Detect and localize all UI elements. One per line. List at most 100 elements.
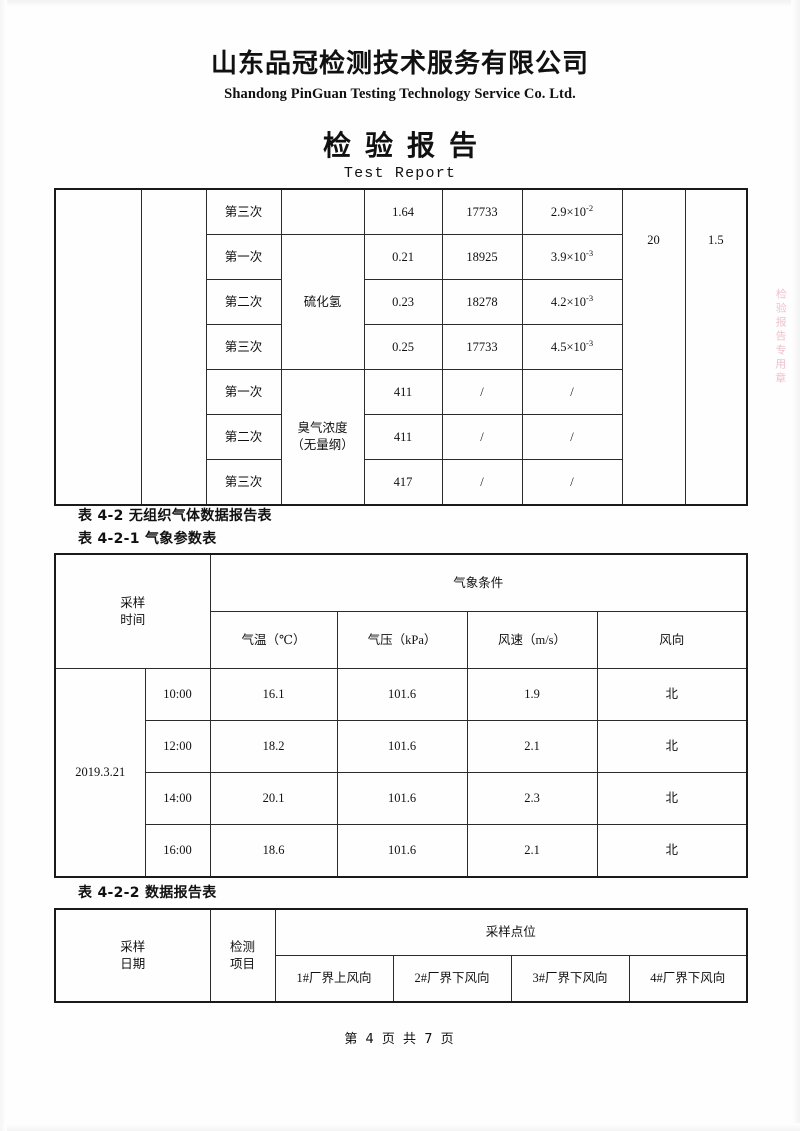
- emission-results-table: 第三次 1.64 17733 2.9×10-2 20 1.5 第一次 硫化氢 0…: [54, 188, 748, 506]
- caption-table-4-2: 表 4-2 无组织气体数据报告表: [78, 508, 272, 524]
- cell-wind-direction: 北: [596, 824, 748, 878]
- cell-flow: /: [441, 459, 523, 506]
- table-row: 16:00 18.6 101.6 2.1 北: [55, 824, 748, 878]
- cell-wind-speed: 2.3: [466, 772, 598, 825]
- cell-emission-rate: 4.2×10-3: [521, 279, 623, 325]
- cell-concentration: 417: [363, 459, 443, 506]
- header-sampling-date-line1: 采样: [120, 939, 146, 954]
- table-row: 第一次 硫化氢 0.21 18925 3.9×10-3: [55, 234, 747, 370]
- cell-temperature: 18.6: [209, 824, 338, 878]
- company-name-english: Shandong PinGuan Testing Technology Serv…: [224, 86, 576, 102]
- caption-table-4-2-2: 表 4-2-2 数据报告表: [78, 885, 217, 901]
- table-row: 第一次 臭气浓度 （无量纲） 411 / /: [55, 369, 747, 506]
- cell-pressure: 101.6: [336, 824, 468, 878]
- cell-sequence: 第三次: [205, 188, 282, 235]
- cell-pressure: 101.6: [336, 772, 468, 825]
- cell-flow: 18925: [441, 234, 523, 280]
- header-test-item-line1: 检测: [229, 939, 255, 954]
- cell-temperature: 16.1: [209, 668, 338, 721]
- cell-sampling-date: 2019.3.21: [54, 668, 146, 878]
- cell-emission-rate: /: [521, 369, 623, 415]
- cell-blank-a: [54, 188, 142, 506]
- table-header-row: 采样 日期 检测 项目 采样点位: [54, 908, 748, 1003]
- table-header-row: 采样 时间 气象条件: [54, 553, 748, 669]
- cell-wind-direction: 北: [596, 772, 748, 825]
- table-row: 第二次 411 / /: [55, 414, 747, 460]
- cell-item: [280, 188, 365, 235]
- header-point-2: 2#厂界下风向: [392, 955, 512, 1003]
- cell-sequence: 第一次: [205, 234, 282, 280]
- page-title-chinese: 检验报告: [322, 129, 491, 162]
- cell-wind-speed: 2.1: [466, 720, 598, 773]
- cell-concentration: 0.23: [363, 279, 443, 325]
- cell-emission-rate: 3.9×10-3: [521, 234, 623, 280]
- cell-item-odor-line2: （无量纲）: [291, 438, 354, 452]
- table-row: 2019.3.21 10:00 16.1 101.6 1.9 北: [54, 668, 748, 878]
- header-air-temperature: 气温（℃）: [209, 611, 338, 669]
- cell-wind-speed: 1.9: [466, 668, 598, 721]
- cell-sequence: 第三次: [205, 324, 282, 370]
- header-test-item: 检测 项目: [209, 908, 276, 1003]
- header-sampling-points: 采样点位: [274, 908, 748, 956]
- header-wind-direction: 风向: [596, 611, 748, 669]
- cell-wind-direction: 北: [596, 720, 748, 773]
- cell-sequence: 第一次: [205, 369, 282, 415]
- cell-flow: 17733: [441, 324, 523, 370]
- cell-flow: /: [441, 414, 523, 460]
- table-row: 第三次 417 / /: [55, 459, 747, 506]
- cell-emission-rate: /: [521, 459, 623, 506]
- page-number-footer: 第 4 页 共 7 页: [344, 1032, 456, 1047]
- header-point-4: 4#厂界下风向: [628, 955, 748, 1003]
- cell-flow: 18278: [441, 279, 523, 325]
- header-sampling-date-line2: 日期: [120, 956, 146, 971]
- table-row: 第二次 0.23 18278 4.2×10-3: [55, 279, 747, 325]
- cell-wind-speed: 2.1: [466, 824, 598, 878]
- cell-sequence: 第二次: [205, 414, 282, 460]
- cell-item-odor: 臭气浓度 （无量纲）: [280, 369, 365, 506]
- cell-sequence: 第二次: [205, 279, 282, 325]
- scan-edge-top: [0, 0, 800, 10]
- data-report-table: 采样 日期 检测 项目 采样点位 1#厂界上风向 2#厂界下风向 3#厂界下风向…: [54, 908, 749, 1003]
- scan-edge-bottom: [0, 1123, 800, 1131]
- header-sampling-time-line1: 采样: [120, 595, 146, 610]
- cell-temperature: 18.2: [209, 720, 338, 773]
- cell-concentration: 1.64: [363, 188, 443, 235]
- cell-time: 14:00: [144, 772, 211, 825]
- cell-concentration: 411: [363, 414, 443, 460]
- cell-item-odor-line1: 臭气浓度: [297, 421, 348, 436]
- table-row: 14:00 20.1 101.6 2.3 北: [55, 772, 748, 825]
- company-name-chinese: 山东品冠检测技术服务有限公司: [210, 49, 589, 79]
- header-sampling-time-line2: 时间: [120, 612, 146, 627]
- header-test-item-line2: 项目: [229, 956, 255, 971]
- cell-time: 16:00: [144, 824, 211, 878]
- header-point-3: 3#厂界下风向: [510, 955, 630, 1003]
- header-air-pressure: 气压（kPa）: [336, 611, 468, 669]
- table-row: 第三次 0.25 17733 4.5×10-3: [55, 324, 747, 370]
- cell-limit-rate: 1.5: [684, 188, 748, 506]
- cell-emission-rate: 4.5×10-3: [521, 324, 623, 370]
- scan-edge-left: [0, 0, 7, 1131]
- cell-item-h2s: 硫化氢: [280, 234, 365, 370]
- header-wind-speed: 风速（m/s）: [466, 611, 598, 669]
- cell-flow: 17733: [441, 188, 523, 235]
- header-sampling-time: 采样 时间: [54, 553, 211, 669]
- cell-concentration: 0.21: [363, 234, 443, 280]
- cell-concentration: 0.25: [363, 324, 443, 370]
- header-sampling-date: 采样 日期: [54, 908, 211, 1003]
- cell-concentration: 411: [363, 369, 443, 415]
- table-header-row: 气温（℃） 气压（kPa） 风速（m/s） 风向: [55, 611, 748, 669]
- weather-parameters-table: 采样 时间 气象条件 气温（℃） 气压（kPa） 风速（m/s） 风向 2019…: [54, 553, 749, 878]
- cell-pressure: 101.6: [336, 720, 468, 773]
- cell-emission-rate: 2.9×10-2: [521, 188, 623, 235]
- cell-time: 10:00: [144, 668, 211, 721]
- cell-time: 12:00: [144, 720, 211, 773]
- cell-sequence: 第三次: [205, 459, 282, 506]
- header-weather-conditions: 气象条件: [209, 553, 748, 612]
- table-row: 12:00 18.2 101.6 2.1 北: [55, 720, 748, 773]
- cell-flow: /: [441, 369, 523, 415]
- table-header-row: 1#厂界上风向 2#厂界下风向 3#厂界下风向 4#厂界下风向: [55, 955, 748, 1003]
- red-seal-stamp: 检验报告专用章: [773, 288, 788, 387]
- header-point-1: 1#厂界上风向: [274, 955, 394, 1003]
- cell-blank-b: [140, 188, 207, 506]
- table-row: 第三次 1.64 17733 2.9×10-2 20 1.5: [54, 188, 748, 506]
